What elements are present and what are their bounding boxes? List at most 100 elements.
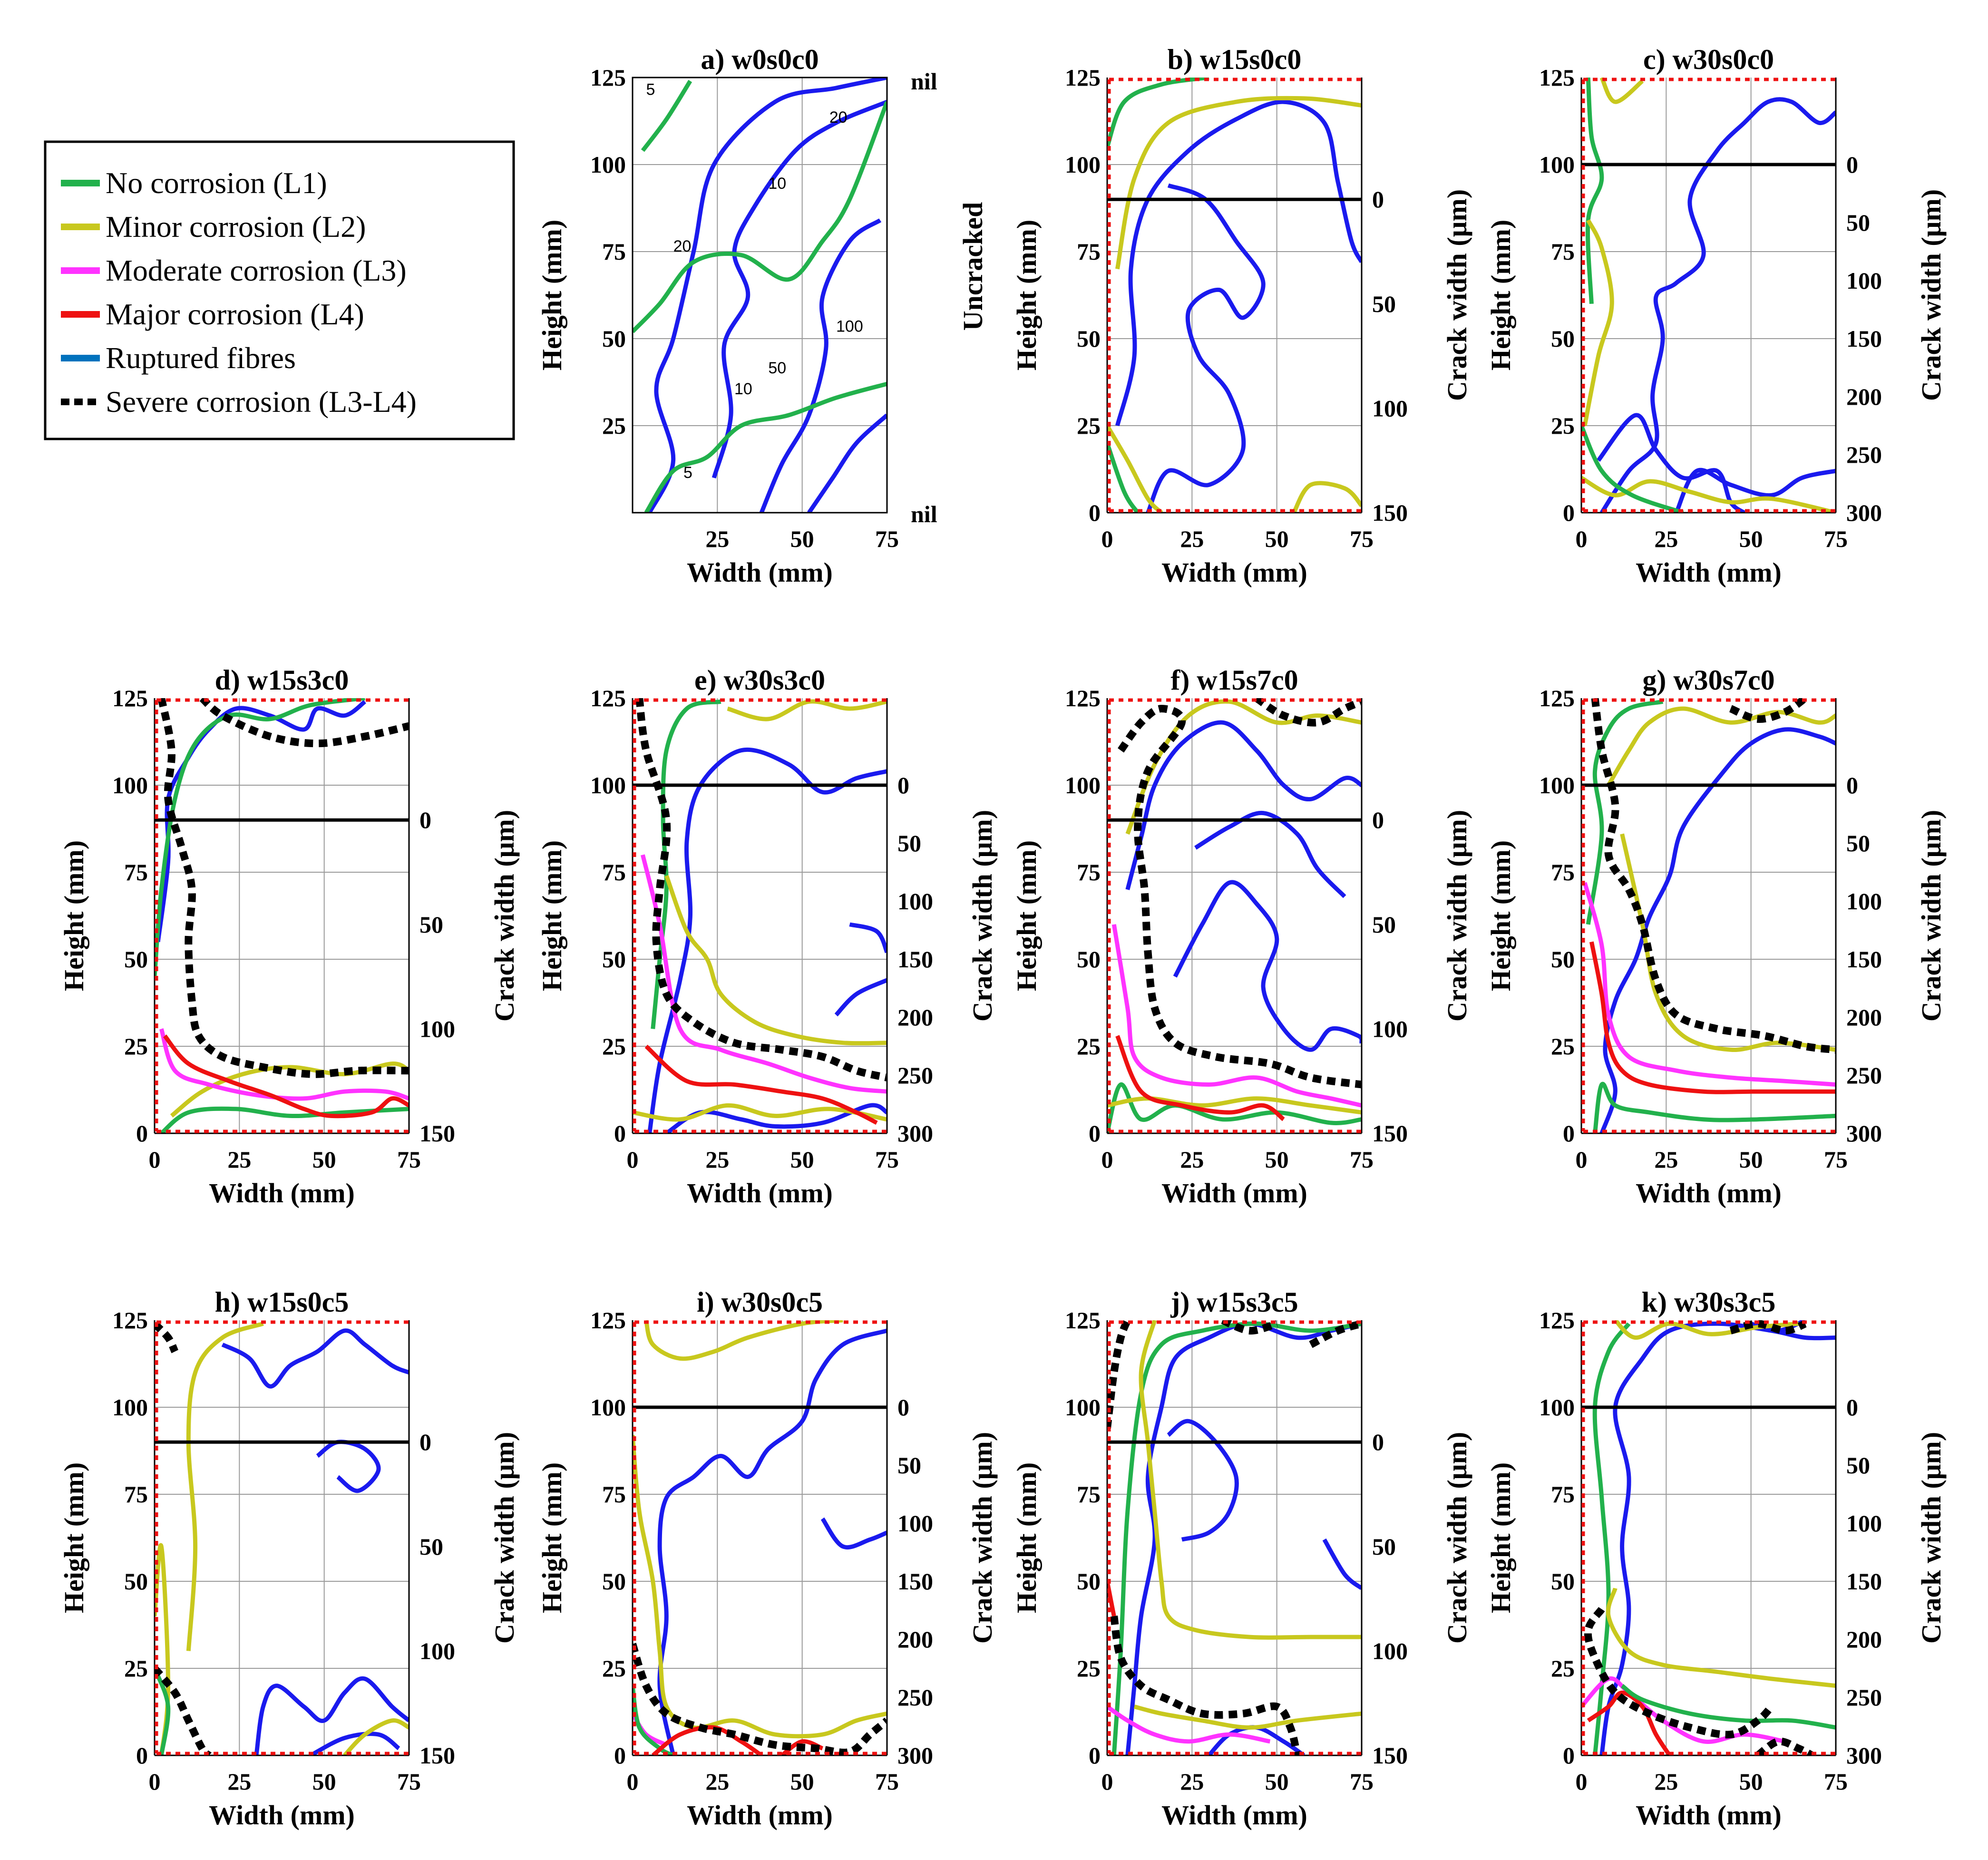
contour-line-blue — [834, 978, 887, 1017]
y-tick-label: 125 — [590, 64, 626, 91]
contour-line-blue — [647, 78, 887, 513]
contour-line-green — [1586, 699, 1664, 925]
x-axis-label: Width (mm) — [687, 1178, 833, 1208]
contour-level-label: 100 — [836, 317, 863, 335]
crack-tick-label: 100 — [1846, 1510, 1882, 1537]
contour-line-blue — [310, 1732, 400, 1755]
chart-panel-k: 0 25 50 75 0 25 50 75 100 125 0 50 100 150 200 250 300 Cr… — [1485, 1286, 1947, 1831]
y-tick-label: 125 — [112, 1307, 148, 1334]
contour-line-black — [1107, 1320, 1131, 1429]
contour-line-blue — [647, 747, 887, 1133]
crack-tick-label: 0 — [1846, 772, 1858, 799]
contour-line-blue — [759, 218, 882, 513]
contour-line-green — [1107, 1082, 1362, 1133]
x-axis-label: Width (mm) — [1636, 1178, 1782, 1208]
y-tick-label: 100 — [1539, 151, 1575, 178]
y-tick-label: 100 — [1065, 772, 1101, 799]
x-tick-label: 75 — [397, 1768, 421, 1795]
legend-label: Ruptured fibres — [106, 341, 296, 375]
y-tick-label: 125 — [1065, 64, 1101, 91]
y2-axis-label: Crack width (μm) — [1442, 810, 1472, 1022]
contour-layer — [1107, 1320, 1362, 1755]
y-tick-label: 50 — [124, 946, 148, 973]
crack-tick-label: 150 — [1846, 1568, 1882, 1595]
panel-title: i) w30s0c5 — [697, 1286, 823, 1318]
y-axis-label: Height (mm) — [1485, 840, 1516, 991]
crack-tick-label: 150 — [419, 1742, 455, 1769]
contour-line-olive — [644, 1320, 843, 1361]
x-tick-label: 0 — [1101, 526, 1113, 552]
y2-axis-label: Crack width (μm) — [489, 1432, 520, 1644]
y-tick-label: 125 — [1065, 1307, 1101, 1334]
contour-line-green — [644, 381, 887, 513]
y-tick-label: 75 — [124, 1481, 148, 1508]
x-tick-label: 75 — [1350, 1146, 1374, 1173]
y-tick-label: 100 — [590, 772, 626, 799]
y-tick-label: 75 — [1551, 1481, 1575, 1508]
contour-line-black — [199, 698, 409, 748]
contour-line-blue — [1115, 99, 1362, 427]
x-tick-label: 75 — [875, 1146, 899, 1173]
chart-panel-i: 0 25 50 75 0 25 50 75 100 125 0 50 100 150 200 250 300 Cr… — [536, 1286, 998, 1831]
y-tick-label: 0 — [136, 1120, 148, 1147]
y-tick-label: 50 — [1077, 946, 1101, 973]
y-tick-label: 75 — [1551, 238, 1575, 265]
contour-line-olive — [1582, 219, 1614, 426]
y-axis-label: Height (mm) — [1011, 1462, 1042, 1613]
x-tick-label: 50 — [312, 1146, 336, 1173]
crack-tick-label: 200 — [897, 1626, 933, 1653]
crack-tick-label: 0 — [1372, 807, 1384, 833]
y-tick-label: 75 — [602, 238, 626, 265]
crack-tick-label: 100 — [419, 1015, 455, 1042]
contour-level-label: 10 — [734, 380, 752, 398]
side-label-uncracked: Uncracked — [957, 202, 988, 331]
x-axis-label: Width (mm) — [1636, 557, 1782, 588]
crack-tick-label: 100 — [1372, 395, 1408, 421]
contour-layer — [633, 1320, 887, 1755]
contour-line-blue — [221, 1328, 409, 1389]
axes-frame — [632, 77, 888, 514]
x-tick-label: 50 — [790, 1146, 814, 1173]
crack-tick-label: 150 — [1372, 1742, 1408, 1769]
x-axis-label: Width (mm) — [209, 1800, 355, 1831]
crack-tick-label: 0 — [897, 772, 909, 799]
legend-item: Severe corrosion (L3-L4) — [61, 385, 417, 419]
panel-title: d) w15s3c0 — [215, 664, 349, 696]
contour-level-label: 50 — [768, 359, 786, 377]
crack-tick-label: 100 — [1372, 1015, 1408, 1042]
x-tick-label: 25 — [1180, 526, 1204, 552]
contour-line-olive — [1139, 1320, 1362, 1640]
contour-line-blue — [657, 1328, 887, 1755]
y-tick-label: 25 — [1551, 412, 1575, 439]
x-tick-label: 25 — [705, 1768, 729, 1795]
contour-line-green — [1620, 1684, 1836, 1730]
y-tick-label: 125 — [1539, 64, 1575, 91]
x-axis-label: Width (mm) — [209, 1178, 355, 1208]
y-tick-label: 100 — [112, 1394, 148, 1421]
contour-line-magenta — [1107, 1704, 1271, 1744]
contour-line-black — [1755, 1737, 1814, 1755]
contour-line-olive — [343, 1718, 409, 1755]
contour-line-green — [1593, 1081, 1836, 1133]
crack-tick-label: 50 — [1846, 830, 1870, 857]
x-tick-label: 50 — [1739, 526, 1763, 552]
contour-layer — [1581, 1320, 1836, 1755]
y-tick-label: 100 — [590, 151, 626, 178]
contour-line-blue — [1322, 1538, 1362, 1590]
contour-line-olive — [1599, 78, 1644, 104]
contour-line-blue — [849, 922, 887, 954]
y-tick-label: 0 — [1089, 499, 1101, 526]
contour-line-blue — [1167, 1419, 1239, 1542]
contour-line-olive — [170, 1061, 409, 1118]
panel-title: k) w30s3c5 — [1642, 1286, 1776, 1318]
crack-tick-label: 100 — [897, 888, 933, 915]
contour-line-black — [1309, 1320, 1362, 1348]
y-tick-label: 75 — [1077, 238, 1101, 265]
contour-line-blue — [1597, 413, 1746, 513]
crack-tick-label: 50 — [1372, 911, 1396, 938]
y-axis-label: Height (mm) — [1485, 220, 1516, 370]
x-tick-label: 50 — [1265, 1146, 1289, 1173]
y-axis-label: Height (mm) — [58, 840, 89, 991]
contour-line-green — [641, 79, 692, 152]
